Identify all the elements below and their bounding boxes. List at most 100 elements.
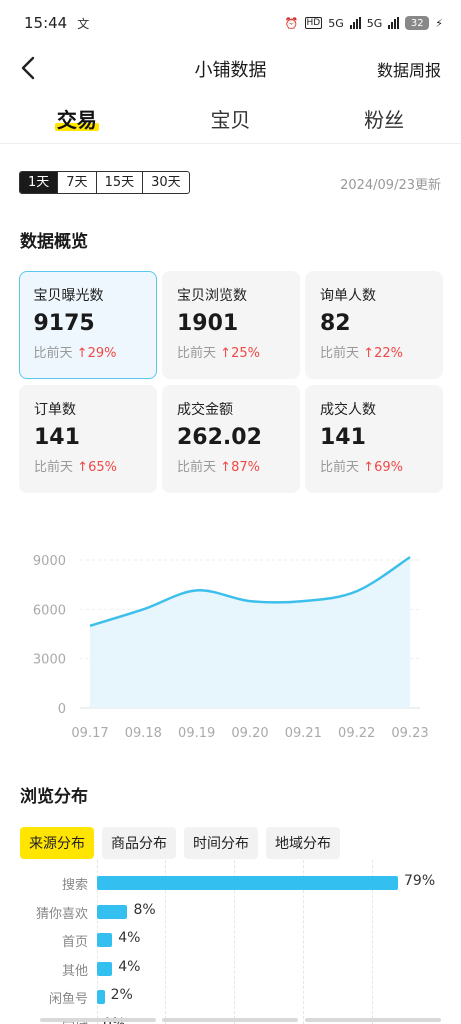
- metric-compare: 比前天 ↑69%: [320, 456, 443, 475]
- bar-label: 猜你喜欢: [35, 906, 88, 922]
- bar-label: 搜索: [61, 878, 88, 893]
- bar: [97, 990, 105, 1004]
- status-bar: 15:44 文 ⏰ HD 5G 5G 32 ⚡: [0, 0, 461, 46]
- scroll-indicator: [305, 1018, 441, 1022]
- period-1-day[interactable]: 1天: [20, 172, 59, 193]
- up-arrow-icon: ↑: [220, 346, 232, 361]
- back-arrow-icon[interactable]: [16, 54, 44, 82]
- up-arrow-icon: ↑: [76, 345, 88, 361]
- period-7-days[interactable]: 7天: [58, 172, 97, 193]
- metric-card-buyers[interactable]: 成交人数 141 比前天 ↑69%: [305, 385, 443, 493]
- weekly-report-link[interactable]: 数据周报: [376, 61, 441, 80]
- metric-label: 成交金额: [177, 402, 233, 418]
- x-tick-label: 09.22: [338, 726, 375, 741]
- metric-card-inquiries[interactable]: 询单人数 82 比前天 ↑22%: [305, 271, 443, 379]
- page-title: 小铺数据: [194, 60, 267, 81]
- up-arrow-icon: ↑: [220, 460, 232, 475]
- metric-value: 141: [320, 425, 366, 450]
- metric-change: 29%: [87, 345, 117, 361]
- bar-label: 闲鱼号: [48, 992, 88, 1007]
- bar: [97, 904, 128, 919]
- main-tabs: 交易 宝贝 粉丝: [0, 96, 461, 144]
- distribution-tabs: 来源分布 商品分布 时间分布 地域分布: [20, 827, 340, 859]
- bar-value: 4%: [118, 930, 141, 946]
- distribution-title: 浏览分布: [20, 787, 88, 807]
- tab-items[interactable]: 宝贝: [154, 96, 308, 143]
- grid-line: [165, 860, 166, 1024]
- period-selector: 1天 7天 15天 30天: [19, 171, 190, 194]
- trend-line: [89, 556, 411, 627]
- y-tick-label: 9000: [33, 554, 66, 569]
- compare-label: 比前天: [177, 346, 217, 361]
- updated-date: 2024/09/23更新: [340, 178, 441, 193]
- status-time: 15:44: [24, 14, 68, 32]
- bar-row: 猜你喜欢 8%: [0, 902, 461, 922]
- signal-icon: [349, 17, 361, 29]
- battery-icon: 32: [405, 16, 430, 30]
- grid-line: [234, 860, 235, 1024]
- grid-line: [372, 860, 373, 1024]
- alarm-icon: ⏰: [284, 16, 299, 30]
- tab-trade[interactable]: 交易: [0, 96, 154, 143]
- nav-bar: 小铺数据 数据周报: [0, 46, 461, 90]
- tab-label: 粉丝: [364, 108, 405, 132]
- status-indicators: ⏰ HD 5G 5G 32 ⚡: [285, 16, 443, 30]
- metric-change: 25%: [231, 346, 260, 361]
- metric-value: 1901: [177, 311, 239, 336]
- metric-label: 成交人数: [320, 402, 376, 418]
- grid-line: [303, 860, 304, 1024]
- network-label: 5G: [328, 16, 344, 30]
- bar-value: 79%: [404, 873, 436, 889]
- bar: [97, 933, 113, 947]
- metric-label: 订单数: [34, 402, 76, 418]
- bar-row: 闲鱼号 2%: [0, 987, 461, 1007]
- dist-tab-product[interactable]: 商品分布: [102, 827, 176, 859]
- bar-value: 2%: [110, 987, 133, 1003]
- tab-label: 宝贝: [210, 108, 251, 132]
- period-15-days[interactable]: 15天: [97, 172, 144, 193]
- scroll-indicator: [162, 1018, 298, 1022]
- metric-change: 65%: [88, 460, 117, 475]
- bar-row: 首页 4%: [0, 930, 461, 950]
- x-tick-label: 09.19: [178, 726, 215, 741]
- trend-chart: 9000 6000 3000 0 09.17 09.18 09.19 09.20 09.21 09…: [33, 554, 429, 741]
- compare-label: 比前天: [33, 345, 73, 361]
- bar-label: 同城: [62, 1017, 88, 1024]
- charging-icon: ⚡: [435, 16, 443, 30]
- up-arrow-icon: ↑: [363, 460, 375, 475]
- metric-card-exposure[interactable]: 宝贝曝光数 9175 比前天 ↑29%: [19, 271, 157, 379]
- metric-compare: 比前天 ↑25%: [177, 342, 300, 361]
- bar: [97, 876, 398, 890]
- bar-value: 4%: [118, 958, 141, 975]
- metric-card-views[interactable]: 宝贝浏览数 1901 比前天 ↑25%: [162, 271, 300, 379]
- dist-tab-time[interactable]: 时间分布: [184, 827, 258, 859]
- tab-label: 交易: [56, 108, 97, 132]
- compare-label: 比前天: [320, 460, 360, 475]
- scroll-indicator: [40, 1018, 156, 1022]
- metric-value: 82: [320, 311, 351, 336]
- trend-area: [90, 557, 410, 708]
- metric-label: 宝贝曝光数: [33, 287, 104, 304]
- metric-label: 宝贝浏览数: [177, 288, 247, 304]
- x-tick-label: 09.20: [231, 726, 268, 741]
- signal-icon-2: [388, 17, 400, 29]
- dist-tab-source[interactable]: 来源分布: [20, 827, 94, 859]
- compare-label: 比前天: [34, 460, 74, 475]
- metric-card-orders[interactable]: 订单数 141 比前天 ↑65%: [19, 385, 157, 493]
- dist-tab-region[interactable]: 地域分布: [266, 827, 340, 859]
- up-arrow-icon: ↑: [363, 346, 375, 361]
- tab-fans[interactable]: 粉丝: [307, 96, 461, 143]
- metric-change: 22%: [374, 346, 403, 361]
- metric-change: 69%: [374, 460, 403, 475]
- metric-card-gmv[interactable]: 成交金额 262.02 比前天 ↑87%: [162, 385, 300, 493]
- period-30-days[interactable]: 30天: [151, 175, 181, 190]
- metric-label: 询单人数: [320, 288, 376, 304]
- compare-label: 比前天: [177, 460, 217, 475]
- bar-row: 其他 4%: [0, 959, 461, 979]
- x-tick-label: 09.18: [125, 726, 162, 741]
- metric-compare: 比前天 ↑22%: [320, 342, 443, 361]
- y-tick-label: 3000: [33, 653, 66, 668]
- bar-row: 搜索 79%: [0, 873, 461, 893]
- bar-label: 首页: [61, 935, 88, 950]
